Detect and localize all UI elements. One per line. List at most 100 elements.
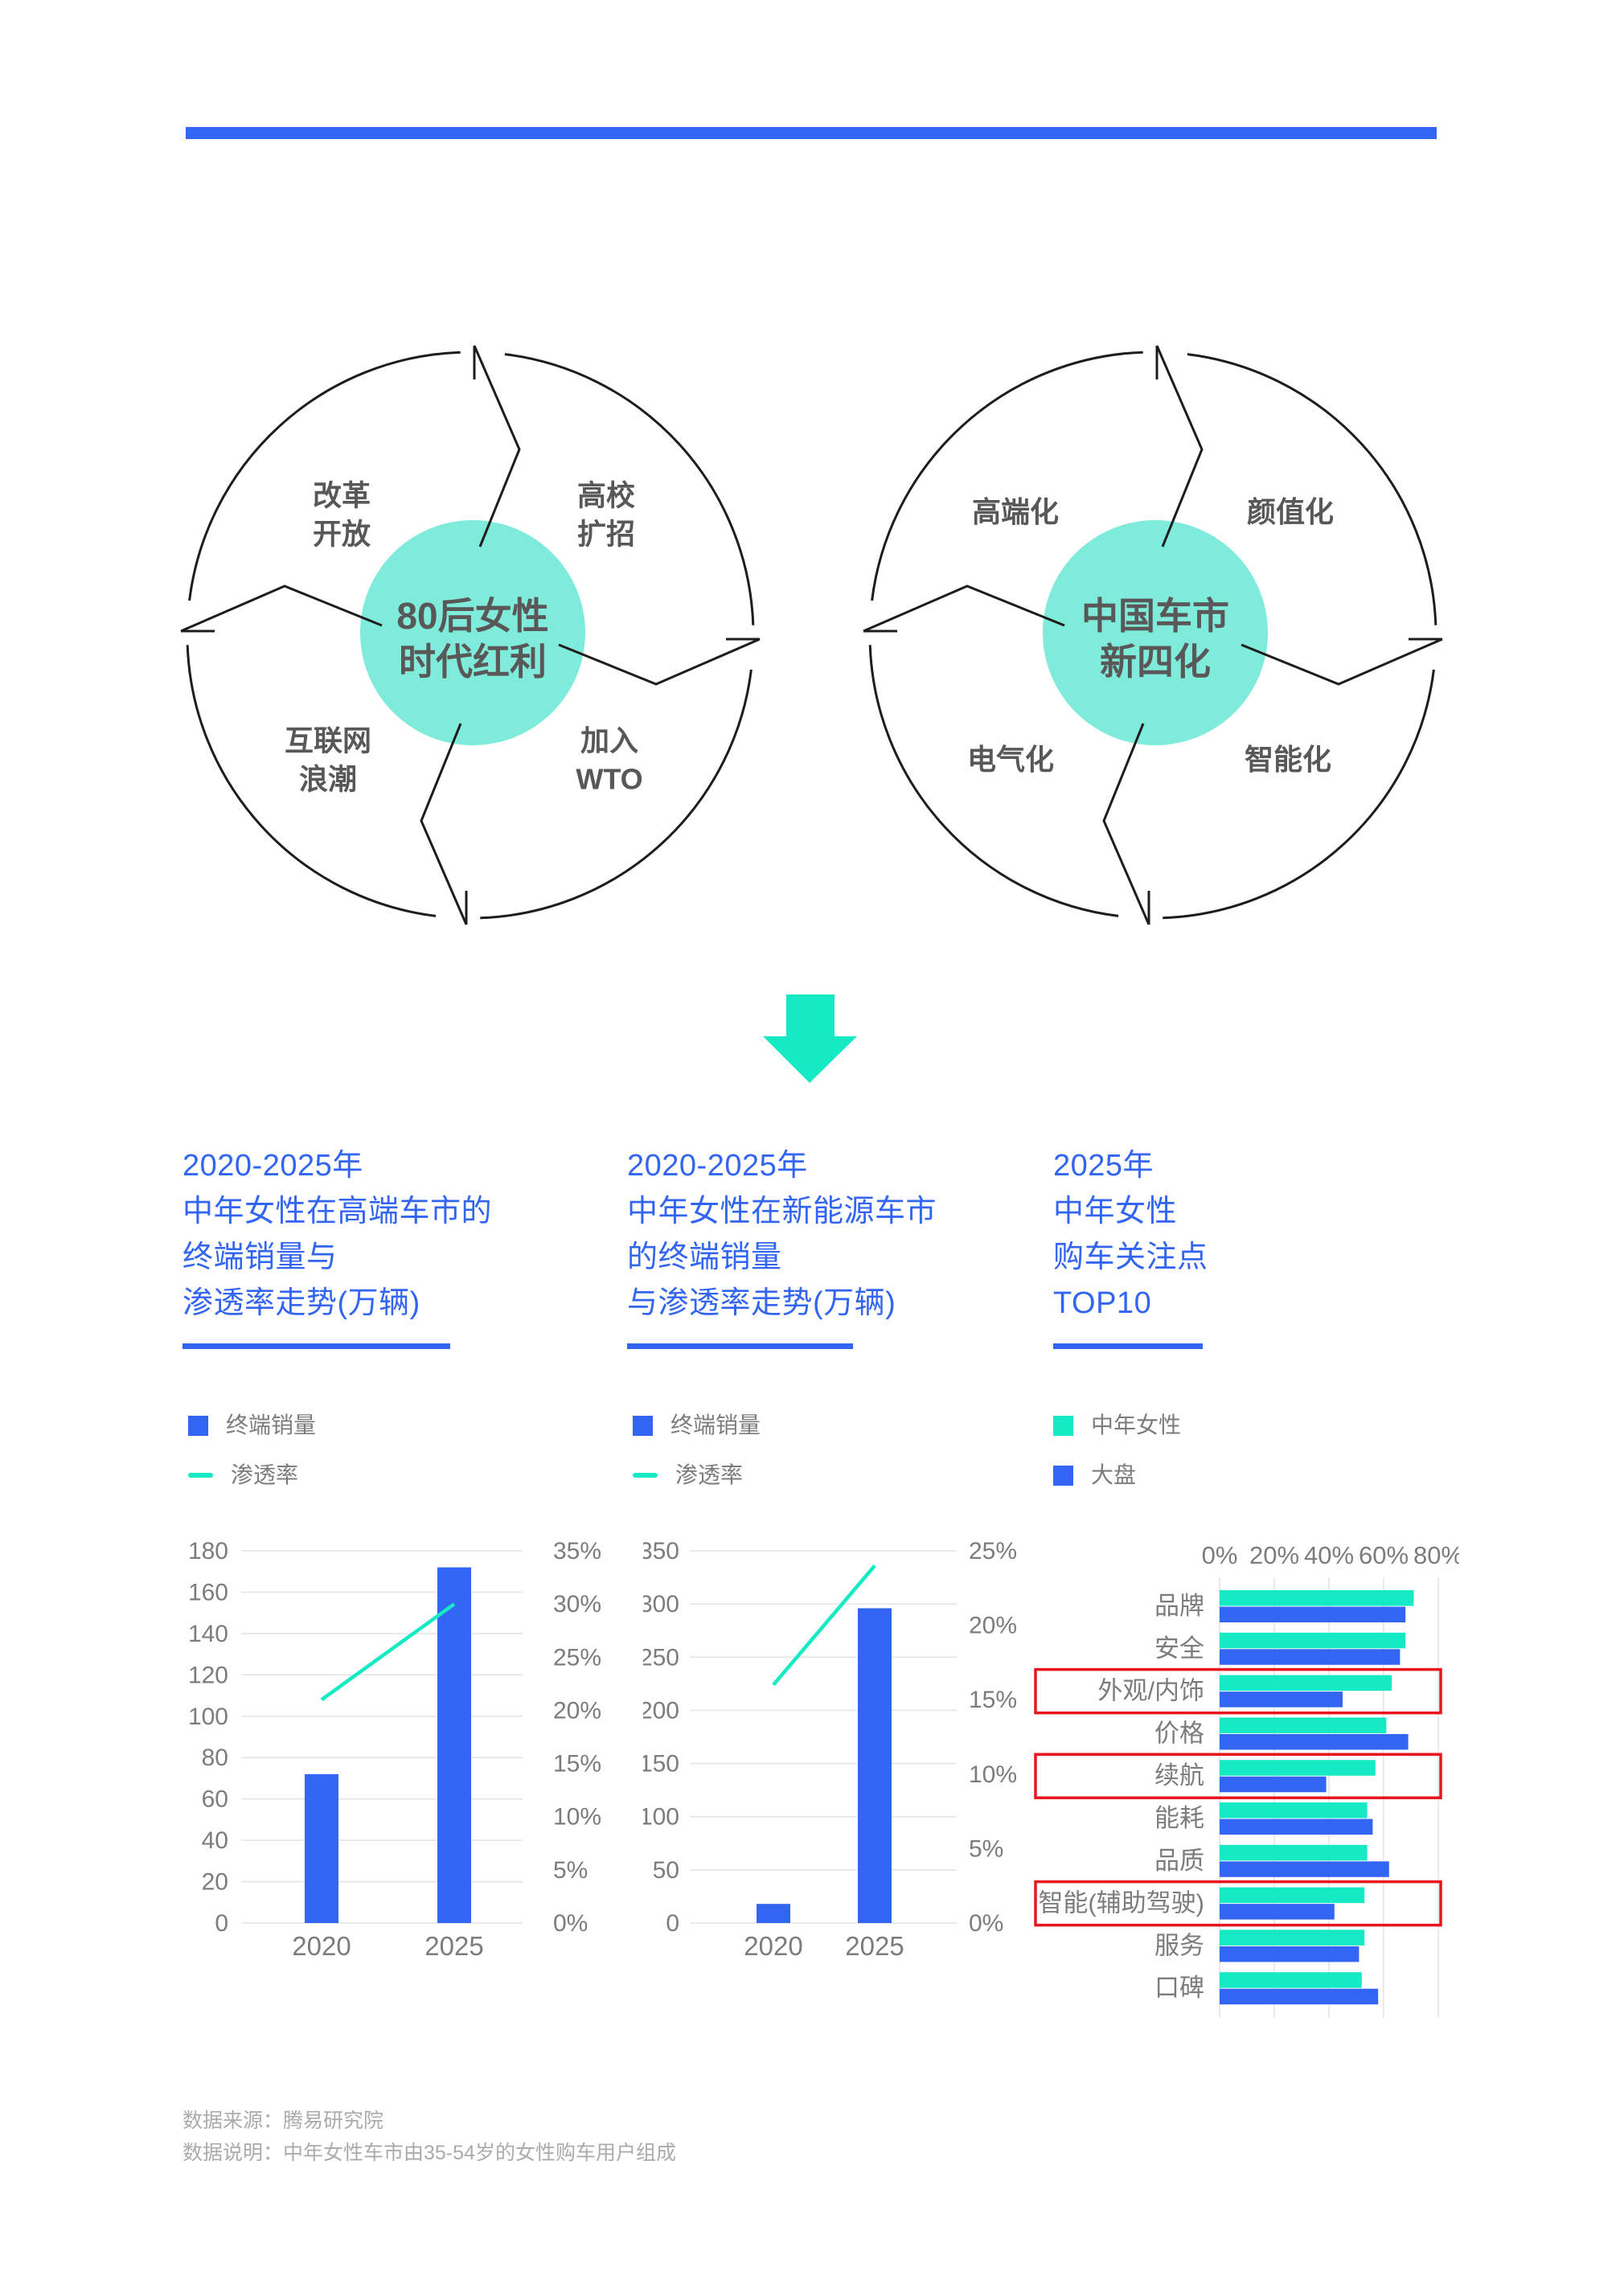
left-axis-tick: 0 [666, 1910, 679, 1937]
data-description-note: 数据说明：中年女性车市由35-54岁的女性购车用户组成 [182, 2142, 676, 2164]
right-diagram-label-top-left: 高端化 [971, 495, 1060, 529]
right-axis-tick: 15% [553, 1751, 601, 1778]
left-axis-tick: 150 [643, 1751, 679, 1778]
right-axis-tick: 5% [969, 1835, 1003, 1862]
bar-women-续航 [1220, 1760, 1376, 1776]
left-axis-tick: 0 [215, 1910, 228, 1937]
bar-market-智能(辅助驾驶) [1220, 1904, 1335, 1920]
category-label: 品质 [1154, 1847, 1204, 1875]
bar-market-服务 [1220, 1946, 1359, 1962]
right-axis-tick: 0% [553, 1910, 588, 1937]
bolt-arrow-west [180, 584, 383, 633]
highlight-box-续航 [1034, 1753, 1442, 1799]
bolt-arrow-east [558, 638, 761, 686]
category-label: 品牌 [1154, 1592, 1204, 1620]
legend-swatch-blue-square [633, 1415, 653, 1436]
legend-sales-2: 终端销量 [633, 1413, 761, 1437]
x-axis-tick: 80% [1413, 1541, 1459, 1569]
center-circle [360, 520, 585, 745]
cycle-diagram-left [180, 345, 761, 925]
bolt-arrow-south [420, 723, 468, 925]
bar-women-价格 [1220, 1717, 1387, 1733]
left-axis-tick: 300 [643, 1591, 679, 1618]
right-axis-tick: 25% [553, 1644, 601, 1671]
legend-middleaged-women: 中年女性 [1053, 1414, 1181, 1437]
x-axis-label: 2020 [744, 1931, 802, 1961]
right-axis-tick: 20% [969, 1613, 1017, 1639]
penetration-line [772, 1564, 876, 1687]
penetration-line [320, 1602, 456, 1702]
ring-arc [186, 645, 437, 917]
left-diagram-center-text: 80后女性 时代红利 [396, 594, 549, 683]
top-accent-bar [186, 127, 1437, 139]
left-diagram-label-bottom-right: 加入 WTO [576, 724, 643, 795]
legend-swatch-teal-line [633, 1473, 658, 1478]
left-diagram-label-top-right: 高校 扩招 [576, 478, 636, 550]
bar-market-品牌 [1220, 1606, 1406, 1622]
bar-market-口碑 [1220, 1988, 1379, 2005]
title-underline-3 [1053, 1343, 1203, 1349]
ring-arc [871, 351, 1143, 601]
category-label: 服务 [1154, 1931, 1204, 1959]
x-axis-tick: 40% [1304, 1541, 1354, 1569]
x-axis-label: 2025 [845, 1931, 904, 1961]
bolt-arrow-west [863, 584, 1065, 633]
right-axis-tick: 20% [553, 1697, 601, 1724]
chart-premium-market: 0 20 40 60 80 100 120 140 160 180 0% 5% 10% 15% 20% 25%… [188, 1538, 601, 1961]
bar-women-口碑 [1220, 1972, 1362, 1988]
footer-notes: 数据来源：腾易研究院 数据说明：中年女性车市由35-54岁的女性购车用户组成 [182, 2105, 676, 2169]
bar-women-品牌 [1220, 1590, 1414, 1606]
bar-market-价格 [1220, 1733, 1409, 1750]
left-axis-tick: 160 [188, 1579, 228, 1605]
bar-2025 [858, 1608, 892, 1923]
legend-label: 终端销量 [226, 1413, 317, 1437]
bar-2020 [757, 1904, 790, 1923]
legend-sales-1: 终端销量 [188, 1413, 317, 1437]
bolt-arrow-north [473, 345, 521, 547]
left-diagram-label-bottom-left: 互联网 浪潮 [284, 724, 372, 795]
bar-women-外观/内饰 [1220, 1675, 1392, 1692]
ring-arc [504, 353, 755, 625]
bar-2025 [437, 1567, 471, 1923]
ring-arc [1187, 353, 1437, 625]
x-axis-label: 2025 [424, 1931, 483, 1961]
ring-arc [1163, 669, 1435, 920]
bar-market-品质 [1220, 1861, 1389, 1877]
legend-swatch-teal-square [1053, 1415, 1073, 1436]
bar-market-外观/内饰 [1220, 1692, 1343, 1708]
section-title-2: 2020-2025年 中年女性在新能源车市 的终端销量 与渗透率走势(万辆) [627, 1149, 937, 1320]
right-diagram-label-top-right: 颜值化 [1246, 495, 1335, 529]
category-label: 能耗 [1154, 1804, 1204, 1832]
bolt-arrow-east [1241, 638, 1443, 686]
legend-swatch-blue-square [188, 1415, 208, 1436]
x-axis-tick: 60% [1359, 1541, 1409, 1569]
data-source-note: 数据来源：腾易研究院 [182, 2110, 384, 2132]
legend-label: 渗透率 [675, 1462, 744, 1487]
ring-arc [480, 669, 753, 920]
chart-nev-market: 0 50 100 150 200 250 300 350 0% 5% 10% 15% 20% 25% 202… [643, 1538, 1017, 1961]
highlight-box-智能(辅助驾驶) [1034, 1880, 1442, 1927]
right-axis-tick: 30% [553, 1591, 601, 1618]
x-axis-tick: 20% [1249, 1541, 1299, 1569]
bar-market-能耗 [1220, 1819, 1373, 1835]
bolt-arrow-north [1155, 345, 1204, 547]
legend-label: 大盘 [1091, 1462, 1137, 1487]
left-axis-tick: 80 [202, 1745, 228, 1771]
left-axis-tick: 120 [188, 1662, 228, 1688]
legend-swatch-blue-square [1053, 1465, 1073, 1486]
x-axis-tick: 0% [1202, 1541, 1238, 1569]
category-label: 价格 [1154, 1719, 1204, 1747]
center-circle [1043, 520, 1268, 745]
bar-market-安全 [1220, 1649, 1400, 1665]
highlight-box-外观/内饰 [1034, 1667, 1442, 1715]
legend-label: 终端销量 [671, 1413, 761, 1437]
left-axis-tick: 100 [643, 1804, 679, 1831]
left-axis-tick: 200 [643, 1697, 679, 1724]
left-axis-tick: 140 [188, 1621, 228, 1647]
category-label: 口碑 [1154, 1974, 1204, 2002]
bar-women-品质 [1220, 1844, 1368, 1861]
category-label: 安全 [1154, 1634, 1204, 1663]
right-diagram-label-bottom-left: 电气化 [966, 743, 1055, 777]
down-arrow-icon [763, 994, 857, 1083]
